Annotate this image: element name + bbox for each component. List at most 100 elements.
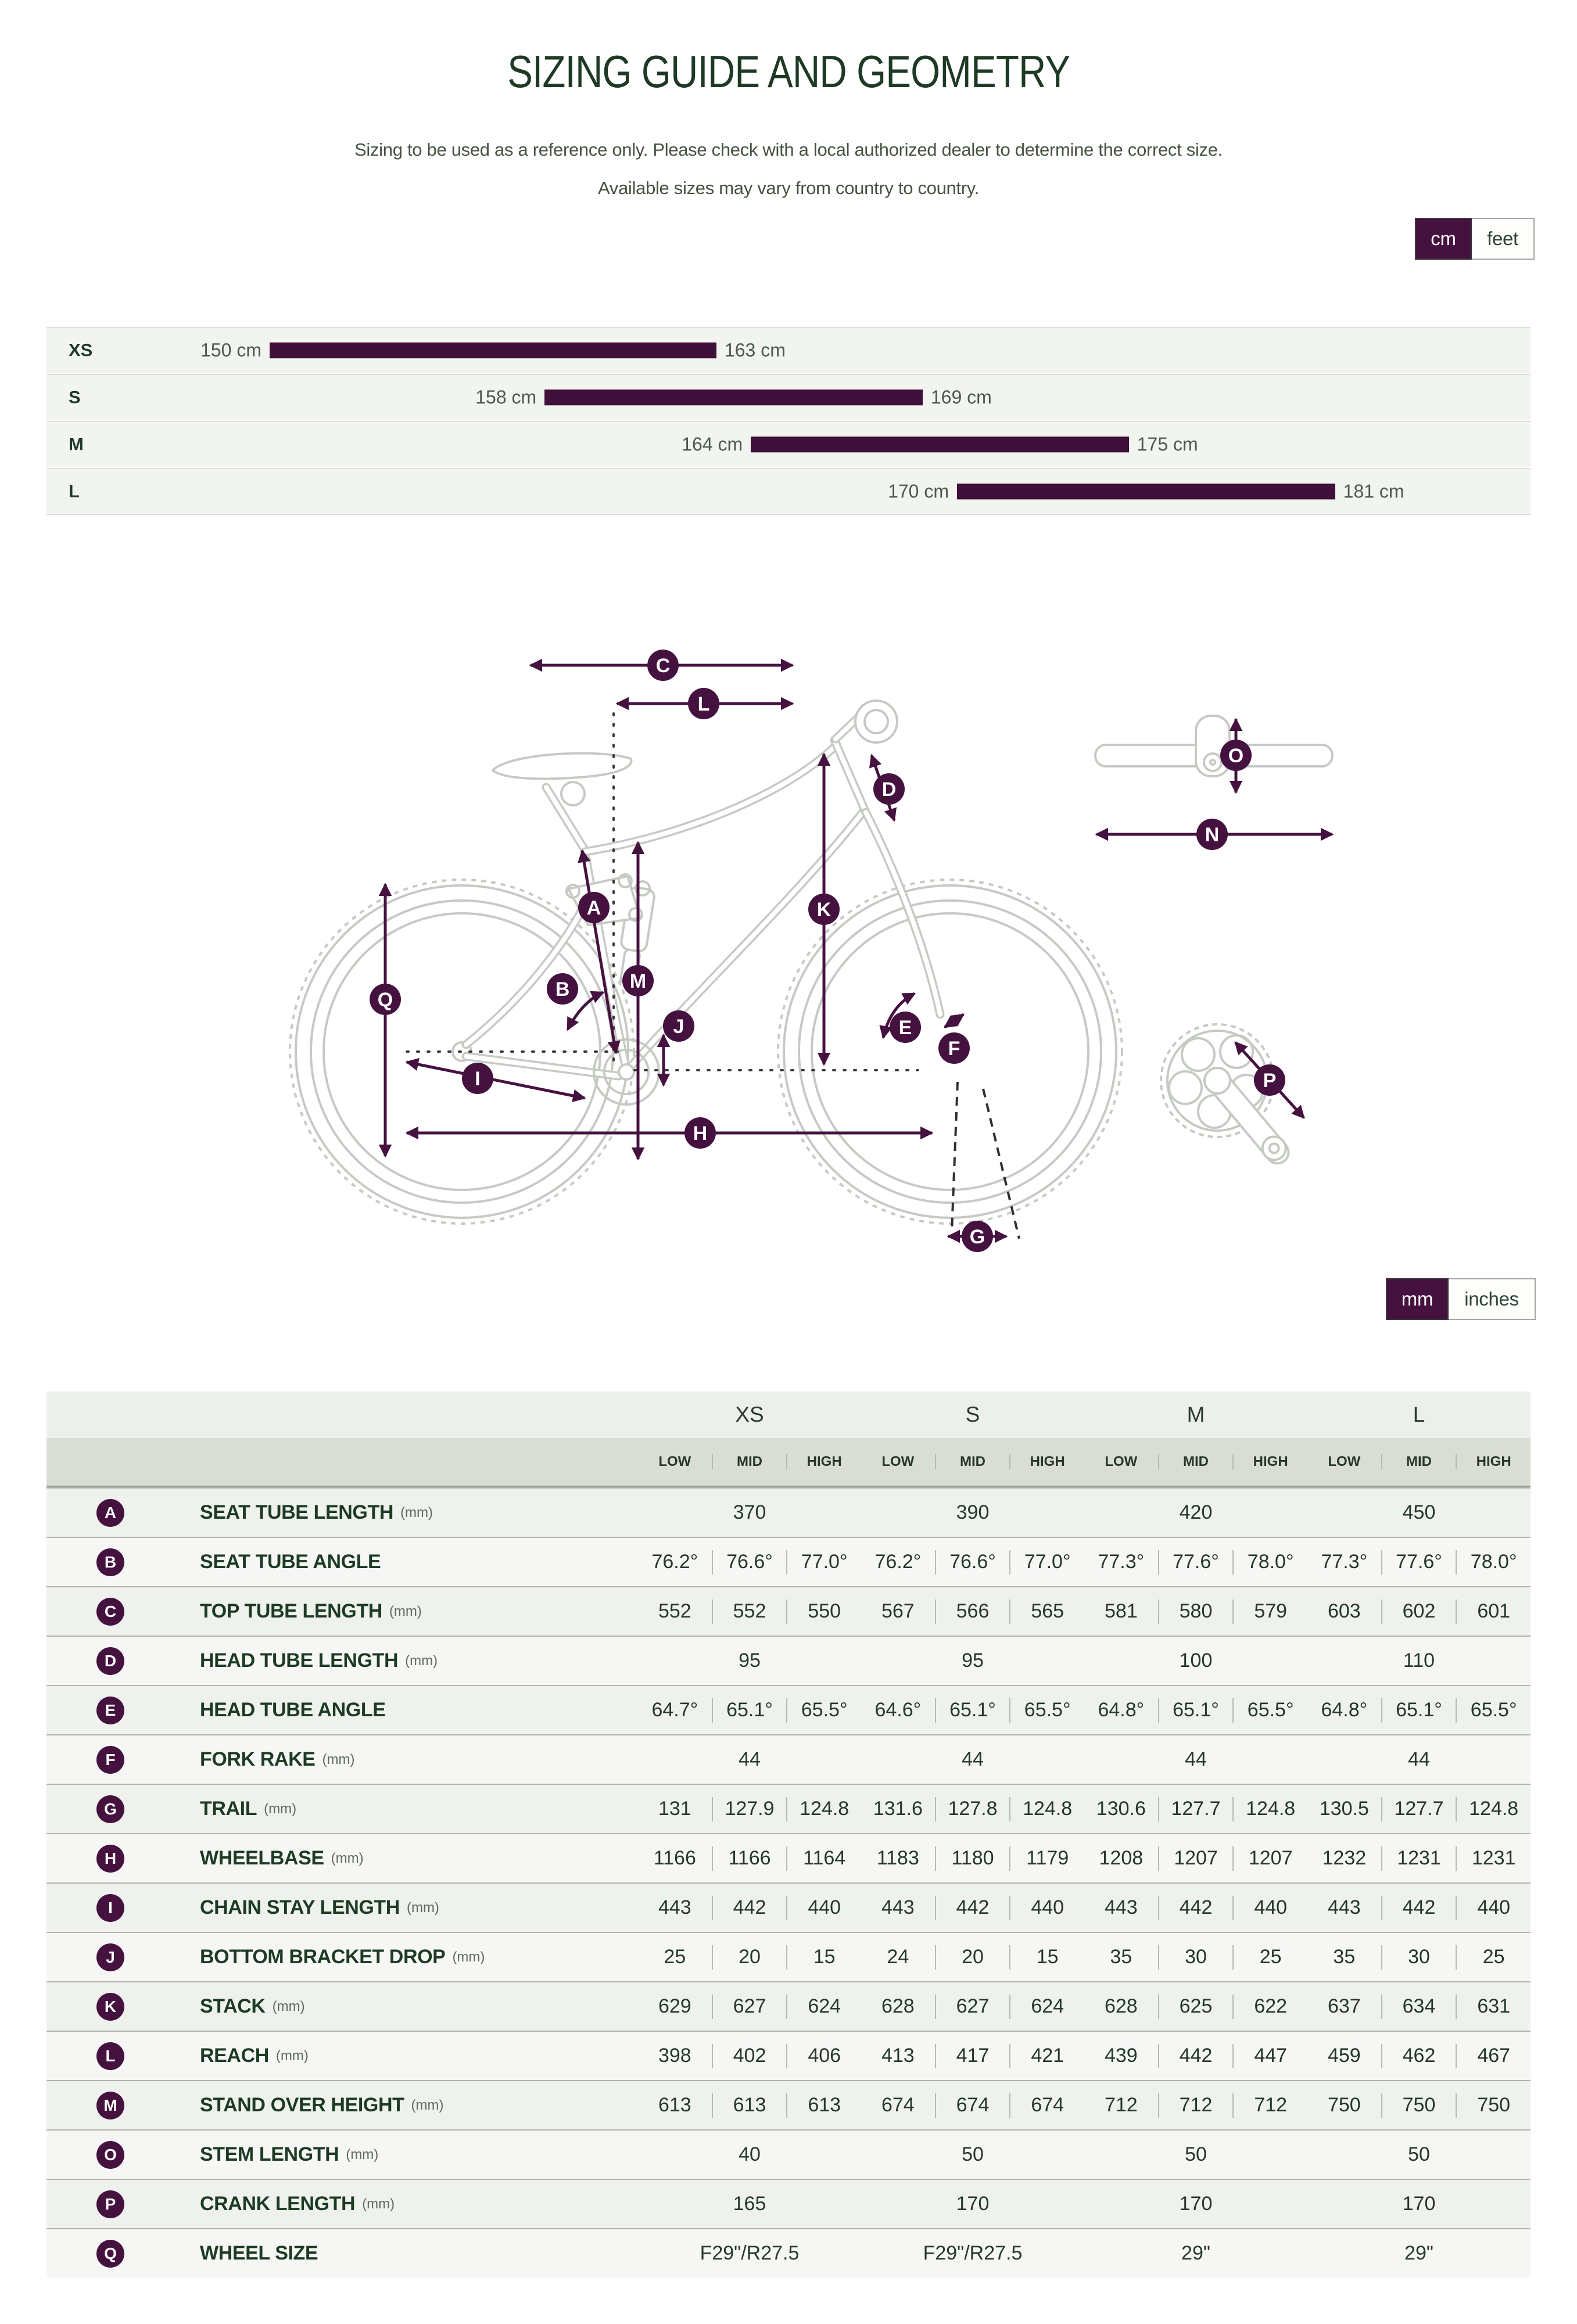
value-separator	[1381, 1994, 1382, 2019]
bike-illustration	[289, 700, 1334, 1225]
geometry-value: 50	[1185, 2143, 1207, 2165]
geometry-value: 30	[1408, 1946, 1430, 1968]
geometry-value: 552	[733, 1600, 766, 1622]
cm-toggle-button[interactable]: cm	[1415, 218, 1472, 260]
value-separator	[1157, 1599, 1159, 1624]
geometry-value: 628	[881, 1995, 915, 2017]
height-min-label: 164 cm	[682, 433, 743, 455]
row-letter-badge: F	[96, 1745, 124, 1774]
height-max-label: 163 cm	[724, 339, 786, 361]
saddle-icon	[491, 752, 633, 780]
geometry-value: 77.6°	[1173, 1551, 1219, 1573]
size-row-M: M 164 cm 175 cm	[46, 421, 1531, 467]
row-unit: (mm)	[322, 1751, 355, 1767]
value-separator	[1232, 1599, 1234, 1624]
size-row-S: S 158 cm 169 cm	[46, 374, 1531, 420]
value-separator	[1232, 1994, 1234, 2019]
value-separator	[934, 1994, 936, 2019]
value-separator	[934, 1945, 936, 1970]
geometry-value: 29"	[1404, 2242, 1433, 2264]
geometry-value: 24	[887, 1946, 909, 1968]
geometry-value: 552	[658, 1600, 691, 1622]
diagram-badge-letter: J	[673, 1016, 684, 1038]
row-unit: (mm)	[275, 2047, 309, 2064]
geometry-row-P: P CRANK LENGTH (mm) 165 170 170 170	[46, 2179, 1531, 2228]
value-separator	[1381, 1945, 1382, 1970]
geometry-value: 628	[1104, 1995, 1138, 2017]
geometry-value: 1207	[1174, 1847, 1218, 1869]
row-letter-badge: H	[96, 1844, 124, 1873]
geometry-value: 95	[739, 1649, 761, 1672]
values-M: 35 30 25	[1084, 1945, 1307, 1970]
value-separator	[934, 1846, 936, 1871]
row-label-cell: D HEAD TUBE LENGTH (mm)	[46, 1647, 638, 1675]
handlebar-icon	[1094, 715, 1334, 777]
diagram-badge-letter: G	[970, 1226, 985, 1248]
geometry-value: 439	[1104, 2045, 1138, 2067]
geometry-row-I: I CHAIN STAY LENGTH (mm) 443 442 440 443 442 440…	[46, 1882, 1531, 1932]
feet-toggle-button[interactable]: feet	[1472, 218, 1535, 260]
diagram-badge-letter: E	[899, 1017, 912, 1039]
row-label: HEAD TUBE LENGTH	[200, 1649, 399, 1672]
row-label: WHEELBASE	[200, 1847, 324, 1869]
height-max-label: 175 cm	[1137, 433, 1198, 455]
geometry-value: 581	[1104, 1600, 1138, 1622]
arrow-seat-tube-A	[578, 849, 621, 1055]
row-label: REACH	[200, 2045, 269, 2067]
value-separator	[934, 1599, 936, 1624]
geometry-value: 750	[1477, 2094, 1511, 2116]
geometry-value: 440	[1031, 1896, 1065, 1918]
values-S: 95	[861, 1649, 1084, 1672]
row-label-cell: I CHAIN STAY LENGTH (mm)	[46, 1893, 638, 1922]
values-M: 100	[1084, 1649, 1307, 1672]
mm-toggle-button[interactable]: mm	[1386, 1278, 1449, 1320]
arrow-fork-rake-F	[943, 1013, 965, 1029]
row-unit: (mm)	[406, 1899, 439, 1916]
geometry-row-L: L REACH (mm) 398 402 406 413 417 421 439 442 447 459…	[46, 2031, 1531, 2080]
row-letter-badge: P	[96, 2190, 124, 2218]
value-separator	[1381, 1599, 1382, 1624]
geometry-value: 124.8	[1469, 1798, 1519, 1820]
value-separator	[1381, 1796, 1382, 1821]
geometry-value: 44	[1185, 1748, 1207, 1770]
geometry-value: 413	[881, 2045, 915, 2067]
values-M: 29"	[1084, 2242, 1307, 2265]
subtitle-line-2: Available sizes may vary from country to…	[597, 178, 980, 198]
geometry-value: 622	[1254, 1995, 1288, 2017]
value-separator	[1009, 1994, 1011, 2019]
geometry-value: 95	[962, 1649, 984, 1672]
geometry-value: 130.6	[1096, 1798, 1146, 1820]
geometry-value: 443	[658, 1896, 691, 1918]
values-L: LOW MID HIGH	[1307, 1454, 1531, 1470]
geometry-value: 76.2°	[874, 1551, 922, 1573]
geometry-row-D: D HEAD TUBE LENGTH (mm) 95 95 100 110	[46, 1636, 1531, 1685]
diagram-badge-letter: F	[948, 1038, 960, 1060]
height-max-label: 181 cm	[1343, 480, 1404, 502]
values-M: 581 580 579	[1084, 1599, 1307, 1624]
value-separator	[786, 1796, 788, 1821]
geometry-value: F29"/R27.5	[700, 2242, 800, 2264]
row-label-cell: F FORK RAKE (mm)	[46, 1745, 638, 1774]
geometry-value: 712	[1254, 2094, 1288, 2116]
diagram-badge-Q	[370, 984, 401, 1015]
values-S: 1183 1180 1179	[861, 1846, 1084, 1871]
values-S: 390	[861, 1501, 1084, 1524]
value-separator	[1232, 2093, 1234, 2118]
geometry-value: 440	[1477, 1896, 1511, 1918]
diagram-badge-B	[547, 973, 578, 1005]
geometry-value: 77.3°	[1321, 1551, 1368, 1573]
geometry-value: 1232	[1322, 1847, 1367, 1869]
values-L: 50	[1307, 2143, 1531, 2166]
geometry-row-F: F FORK RAKE (mm) 44 44 44 44	[46, 1734, 1531, 1784]
inches-toggle-button[interactable]: inches	[1449, 1278, 1536, 1320]
value-separator	[1456, 1895, 1457, 1920]
geometry-value: 603	[1327, 1600, 1361, 1622]
row-unit: (mm)	[264, 1801, 297, 1817]
geometry-value: 76.6°	[949, 1551, 996, 1573]
value-separator	[711, 2093, 713, 2118]
row-unit: (mm)	[346, 2146, 379, 2162]
value-separator	[1232, 1698, 1234, 1723]
row-label: HEAD TUBE ANGLE	[200, 1699, 386, 1721]
geometry-value: 567	[881, 1600, 915, 1622]
